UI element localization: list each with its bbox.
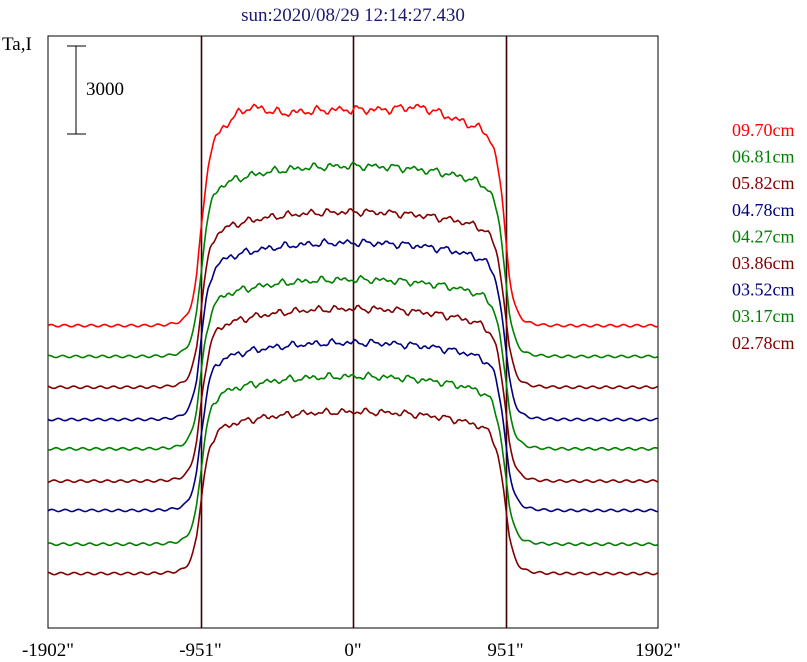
legend-item: 03.86cm [732, 253, 795, 273]
series-line-04.78cm [47, 237, 658, 422]
series-line-09.70cm [47, 103, 659, 328]
series-line-03.52cm [47, 337, 659, 513]
y-axis-label: Ta,I [2, 34, 32, 55]
x-tick-label: -951" [179, 640, 222, 661]
series-line-03.86cm [47, 304, 659, 484]
series-line-03.17cm [47, 371, 659, 547]
legend-item: 04.27cm [732, 226, 795, 246]
series-line-06.81cm [47, 161, 659, 359]
reference-lines [200, 36, 508, 628]
legend-item: 02.78cm [732, 333, 795, 353]
legend-item: 05.82cm [732, 173, 795, 193]
series-line-04.27cm [47, 274, 659, 451]
legend-item: 04.78cm [732, 200, 795, 220]
series-lines [47, 103, 659, 576]
legend-item: 09.70cm [732, 120, 795, 140]
x-tick-labels: -1902" -951" 0" 951" 1902" [22, 640, 681, 661]
scale-bar-label: 3000 [86, 79, 124, 100]
legend-item: 06.81cm [732, 147, 795, 167]
x-tick-label: 1902" [635, 640, 681, 661]
series-line-05.82cm [47, 207, 659, 390]
series-line-02.78cm [47, 407, 659, 576]
legend-item: 03.52cm [732, 280, 795, 300]
scale-bar: 3000 [67, 45, 124, 135]
chart-title: sun:2020/08/29 12:14:27.430 [241, 5, 465, 26]
legend: 09.70cm 06.81cm 05.82cm 04.78cm 04.27cm 03.86… [732, 120, 795, 353]
x-tick-label: 0" [344, 640, 361, 661]
x-tick-label: -1902" [22, 640, 74, 661]
x-tick-label: 951" [487, 640, 523, 661]
legend-item: 03.17cm [732, 306, 795, 326]
